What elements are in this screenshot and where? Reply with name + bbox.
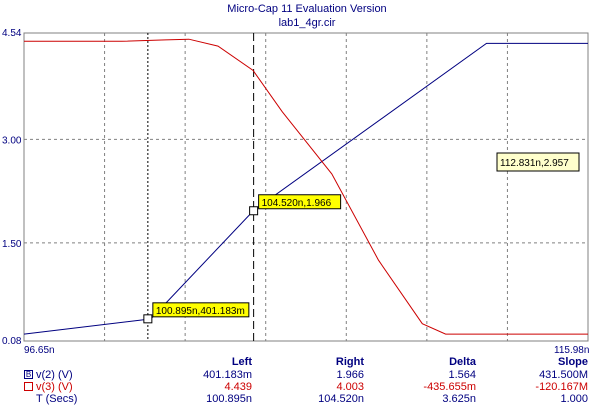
cell-slope: -120.167M: [535, 381, 588, 393]
table-row[interactable]: v(3) (V) 4.439 4.003 -435.655m -120.167M: [0, 381, 614, 393]
data-label: 112.831n,2.957: [500, 158, 569, 169]
plot-frame: [23, 32, 589, 342]
row-label: T (Secs): [36, 393, 78, 405]
data-label-box[interactable]: [258, 194, 342, 210]
window-title: Micro-Cap 11 Evaluation Version: [227, 3, 387, 15]
cell-right: 4.003: [336, 381, 364, 393]
cell-left: 401.183m: [203, 369, 252, 381]
cell-delta: 1.564: [448, 369, 476, 381]
cell-delta: 3.625n: [442, 393, 476, 405]
y-tick-label: 1.50: [2, 239, 22, 250]
y-tick-label: 3.00: [2, 135, 22, 146]
x-tick-label: 115.98n: [554, 345, 589, 356]
x-tick-label: 96.65n: [24, 345, 55, 356]
cell-slope: 431.500M: [539, 369, 588, 381]
cell-slope: 1.000: [560, 393, 588, 405]
cursor-marker[interactable]: [143, 314, 153, 324]
circuit-file-name: lab1_4gr.cir: [278, 17, 336, 29]
data-label-box[interactable]: [496, 152, 580, 172]
data-label: 100.895n,401.183m: [156, 306, 245, 317]
table-row[interactable]: T (Secs) 100.895n 104.520n 3.625n 1.000: [0, 393, 614, 405]
y-tick-label: 0.08: [2, 336, 22, 347]
cell-left: 100.895n: [206, 393, 252, 405]
row-label: v(2) (V): [36, 369, 73, 381]
table-header-row: Left Right Delta Slope: [0, 356, 614, 368]
cursor-marker[interactable]: [249, 206, 259, 216]
data-label: 104.520n,1.966: [262, 198, 332, 209]
y-tick-label: 4.54: [2, 28, 22, 39]
cell-right: 104.520n: [318, 393, 364, 405]
series-line[interactable]: [23, 42, 588, 335]
series-line[interactable]: [24, 38, 588, 335]
row-label: v(3) (V): [36, 381, 73, 393]
series-marker-icon: [24, 382, 33, 391]
cell-right: 1.966: [336, 369, 364, 381]
header-right: Right: [335, 356, 364, 368]
cell-delta: -435.655m: [423, 381, 476, 393]
table-row[interactable]: B v(2) (V) 401.183m 1.966 1.564 431.500M: [0, 369, 614, 381]
header-delta: Delta: [449, 356, 476, 368]
header-slope: Slope: [558, 356, 588, 368]
header-left: Left: [231, 356, 252, 368]
series-marker-icon: B: [24, 370, 33, 379]
data-label-box[interactable]: [152, 302, 250, 318]
cell-left: 4.439: [224, 381, 252, 393]
